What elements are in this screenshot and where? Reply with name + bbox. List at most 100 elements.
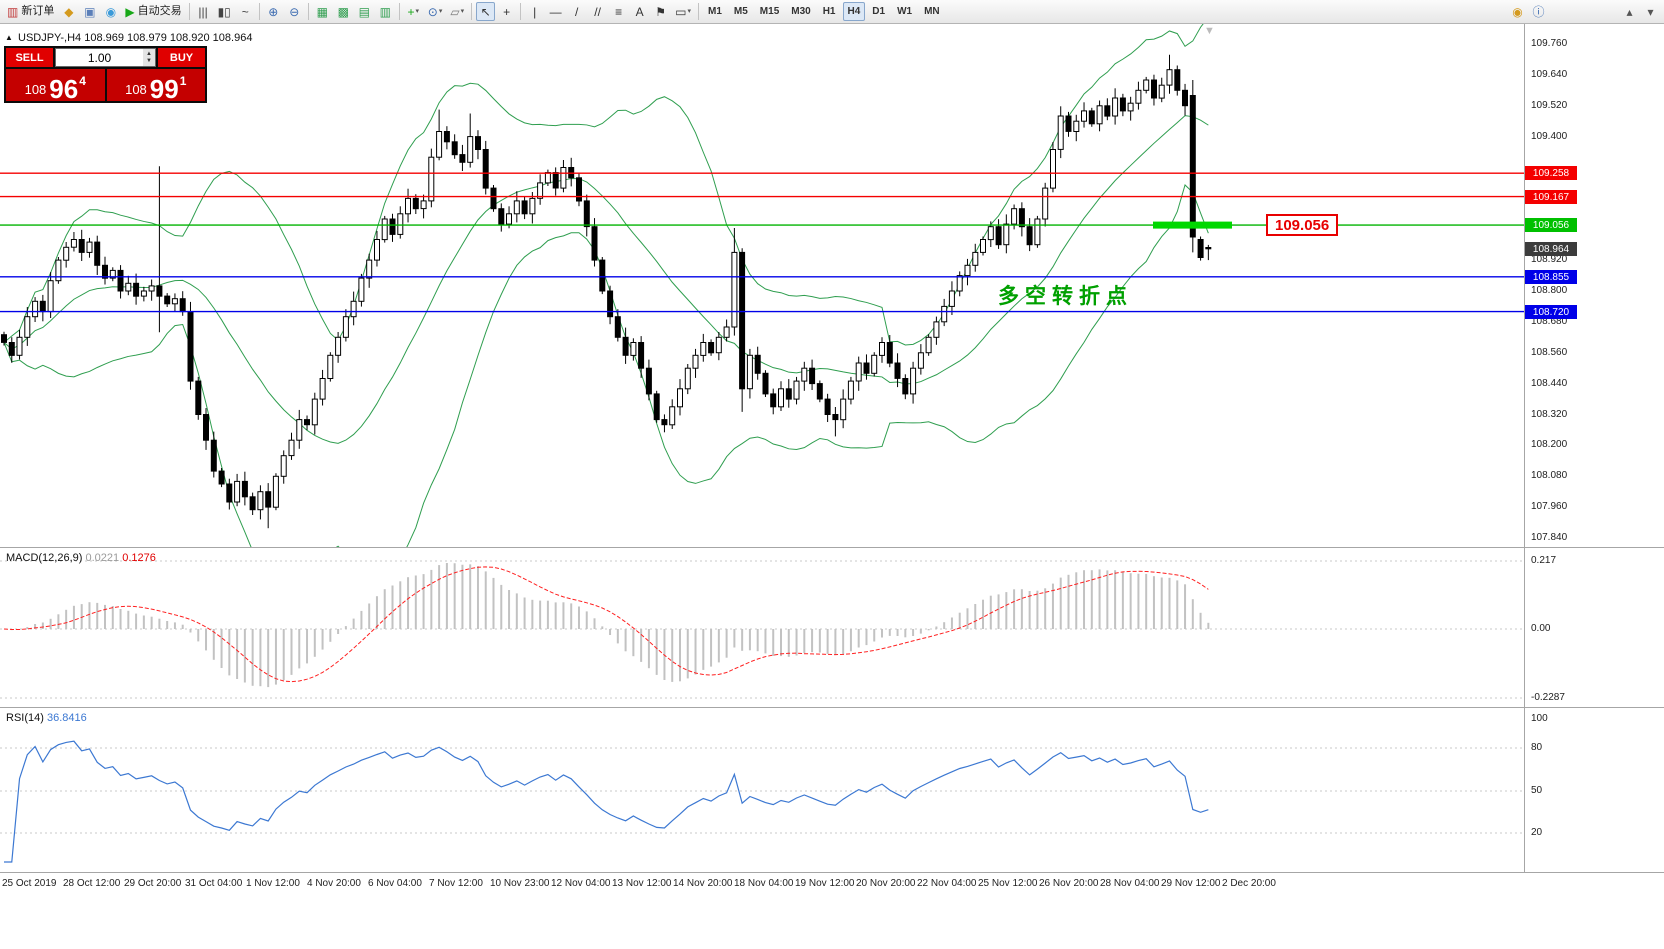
sell-button[interactable]: SELL	[6, 48, 53, 67]
periodicity-icon[interactable]: ⊙ ▾	[425, 2, 446, 21]
alerts-icon[interactable]: ◉	[1508, 2, 1527, 21]
fibonacci-icon[interactable]: ≡	[609, 2, 628, 21]
price-axis[interactable]: 109.760 109.640 109.520 109.400 108.920 108.8…	[1524, 24, 1664, 547]
candle-body	[78, 239, 85, 253]
price-tick: 108.800	[1531, 285, 1568, 296]
market-watch-icon-glyph: ◆	[64, 4, 74, 19]
volume-up-icon[interactable]: ▲	[146, 50, 152, 57]
macd-indicator-panel[interactable]: MACD(12,26,9) 0.0221 0.1276 0.217 0.00 -0.…	[0, 547, 1664, 707]
candle-body	[506, 213, 512, 225]
vertical-line-icon[interactable]: |	[525, 2, 544, 21]
crosshair-icon[interactable]: +	[497, 2, 516, 21]
tile-windows-icon[interactable]: ▦	[313, 2, 332, 21]
candle-body	[1042, 187, 1049, 220]
time-axis[interactable]: 25 Oct 2019 28 Oct 12:00 29 Oct 20:00 31 Oc…	[0, 872, 1664, 896]
sell-quote-button[interactable]: 108 96 4	[6, 69, 105, 102]
toolbar-overflow-down-button[interactable]: ▾	[1641, 2, 1660, 21]
volume-stepper[interactable]: 1.00 ▲ ▼	[55, 48, 156, 67]
tf-m5-button[interactable]: M5	[729, 2, 753, 21]
cascade-windows-icon[interactable]: ▩	[334, 2, 353, 21]
candle-body	[816, 383, 823, 400]
candle-body	[1127, 102, 1134, 112]
tile-horizontal-icon[interactable]: ▤	[355, 2, 374, 21]
buy-quote-button[interactable]: 108 99 1	[106, 69, 205, 102]
label-icon[interactable]: ⚑	[651, 2, 670, 21]
tf-mn-button[interactable]: MN	[919, 2, 945, 21]
price-chart-panel[interactable]: ▲ USDJPY-,H4 108.969 108.979 108.920 108…	[0, 24, 1664, 547]
macd-plot[interactable]	[0, 548, 1524, 707]
candle-body	[1065, 115, 1072, 132]
candle-body	[754, 354, 761, 374]
rsi-line	[4, 740, 1209, 863]
tile-vertical-icon[interactable]: ▥	[376, 2, 395, 21]
price-tick: 107.960	[1531, 501, 1568, 512]
candle-body	[1050, 149, 1056, 189]
candle-body	[653, 393, 660, 421]
data-window-icon[interactable]: ▣	[80, 2, 99, 21]
candle-body	[405, 197, 411, 215]
tf-h1-button[interactable]: H1	[818, 2, 841, 21]
new-order-button[interactable]: ▥ 新订单	[4, 2, 57, 21]
candle-body	[1119, 97, 1126, 112]
volume-down-icon[interactable]: ▼	[146, 57, 152, 64]
macd-axis[interactable]: 0.217 0.00 -0.2287	[1524, 548, 1664, 707]
candle-body	[778, 388, 784, 408]
zoom-out-icon[interactable]: ⊖	[285, 2, 304, 21]
tf-w1-button[interactable]: W1	[892, 2, 917, 21]
rsi-axis[interactable]: 100 80 50 20	[1524, 708, 1664, 872]
candle-body	[467, 136, 474, 163]
candlestick-chart-icon-glyph: ▮▯	[217, 4, 231, 19]
text-icon[interactable]: A	[630, 2, 649, 21]
tf-m15-button[interactable]: M15	[755, 2, 784, 21]
candle-body	[249, 496, 256, 511]
candle-body	[529, 197, 536, 215]
rsi-indicator-panel[interactable]: RSI(14) 36.8416 100 80 50 20	[0, 707, 1664, 872]
time-axis-label: 29 Nov 12:00	[1161, 878, 1221, 889]
candle-body	[187, 311, 194, 382]
candle-body	[436, 131, 443, 158]
trendline-icon[interactable]: /	[567, 2, 586, 21]
volume-input[interactable]: 1.00	[87, 50, 112, 65]
rsi-plot[interactable]	[0, 708, 1524, 872]
price-chart[interactable]	[0, 24, 1524, 547]
template-icon[interactable]: ▱ ▾	[447, 2, 467, 21]
candle-body	[86, 241, 93, 253]
candle-body	[513, 200, 520, 215]
line-chart-icon[interactable]: ~	[236, 2, 255, 21]
tf-d1-button[interactable]: D1	[867, 2, 890, 21]
candle-body	[63, 246, 70, 261]
candle-body	[412, 197, 419, 210]
data-window-icon-glyph: ▣	[84, 4, 96, 19]
bar-chart-icon[interactable]: |||	[194, 2, 213, 21]
buy-button[interactable]: BUY	[158, 48, 205, 67]
market-watch-icon[interactable]: ◆	[59, 2, 78, 21]
candle-body	[576, 177, 582, 202]
new-order-button-label: 新订单	[21, 5, 55, 17]
cursor-icon[interactable]: ↖	[476, 2, 496, 21]
add-indicator-icon[interactable]: + ▾	[404, 2, 423, 21]
candle-body	[55, 259, 62, 282]
candlestick-chart-icon[interactable]: ▮▯	[215, 2, 234, 21]
horizontal-line-icon[interactable]: —	[546, 2, 565, 21]
toolbar-separator	[307, 3, 309, 20]
tf-h4-button[interactable]: H4	[842, 2, 866, 21]
tf-m1-button[interactable]: M1	[703, 2, 727, 21]
shapes-icon[interactable]: ▭ ▾	[672, 2, 694, 21]
candle-body	[420, 200, 427, 210]
tf-m30-button[interactable]: M30	[786, 2, 815, 21]
community-icon[interactable]: ⓘ	[1529, 2, 1548, 21]
dropdown-arrow-icon: ▾	[438, 8, 443, 15]
chart-shift-marker-icon[interactable]: ▼	[1204, 25, 1215, 37]
equidistant-channel-icon[interactable]: //	[588, 2, 607, 21]
navigator-icon[interactable]: ◉	[101, 2, 120, 21]
toolbar-overflow-up-button[interactable]: ▴	[1620, 2, 1639, 21]
candle-body	[879, 342, 885, 356]
highlight-segment[interactable]	[1153, 221, 1232, 229]
zoom-in-icon[interactable]: ⊕	[264, 2, 283, 21]
autotrading-button[interactable]: ▶ 自动交易	[122, 2, 184, 21]
price-callout-label[interactable]: 109.056	[1266, 214, 1339, 236]
candle-body	[1135, 89, 1142, 104]
volume-spin-buttons[interactable]: ▲ ▼	[143, 49, 155, 66]
time-axis-label: 28 Nov 04:00	[1100, 878, 1160, 889]
toolbar-separator	[398, 3, 400, 20]
